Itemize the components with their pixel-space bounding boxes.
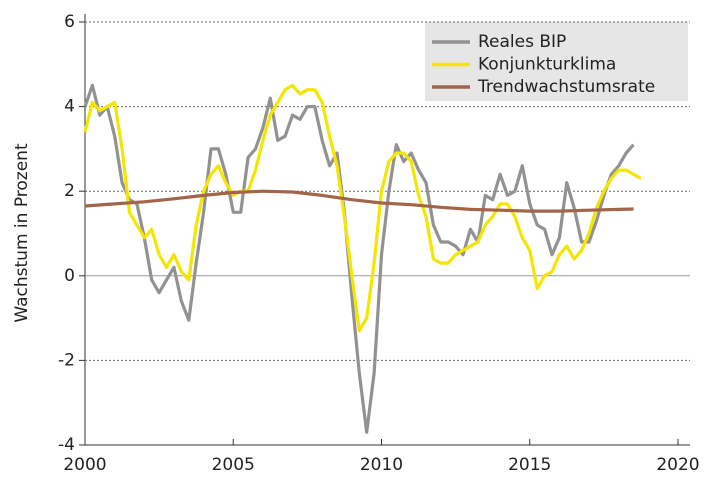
- x-tick-label: 2015: [508, 455, 551, 475]
- series-line: [83, 83, 635, 434]
- x-tick-label: 2000: [63, 455, 106, 475]
- legend-label: Reales BIP: [478, 32, 566, 52]
- y-axis-label: Wachstum in Prozent: [12, 143, 32, 323]
- legend-label: Konjunkturklima: [478, 55, 616, 75]
- x-tick-label: 2010: [360, 455, 403, 475]
- y-tick-label: -4: [58, 435, 75, 455]
- x-tick-label: 2020: [656, 455, 699, 475]
- series-line: [83, 83, 642, 333]
- x-tick-label: 2005: [212, 455, 255, 475]
- y-tick-label: 2: [64, 181, 75, 201]
- y-tick-label: 6: [64, 12, 75, 32]
- series-line: [84, 189, 634, 213]
- legend-label: Trendwachstumsrate: [477, 77, 655, 97]
- y-tick-label: 0: [64, 266, 75, 286]
- y-tick-label: -2: [58, 350, 75, 370]
- y-tick-label: 4: [64, 97, 75, 117]
